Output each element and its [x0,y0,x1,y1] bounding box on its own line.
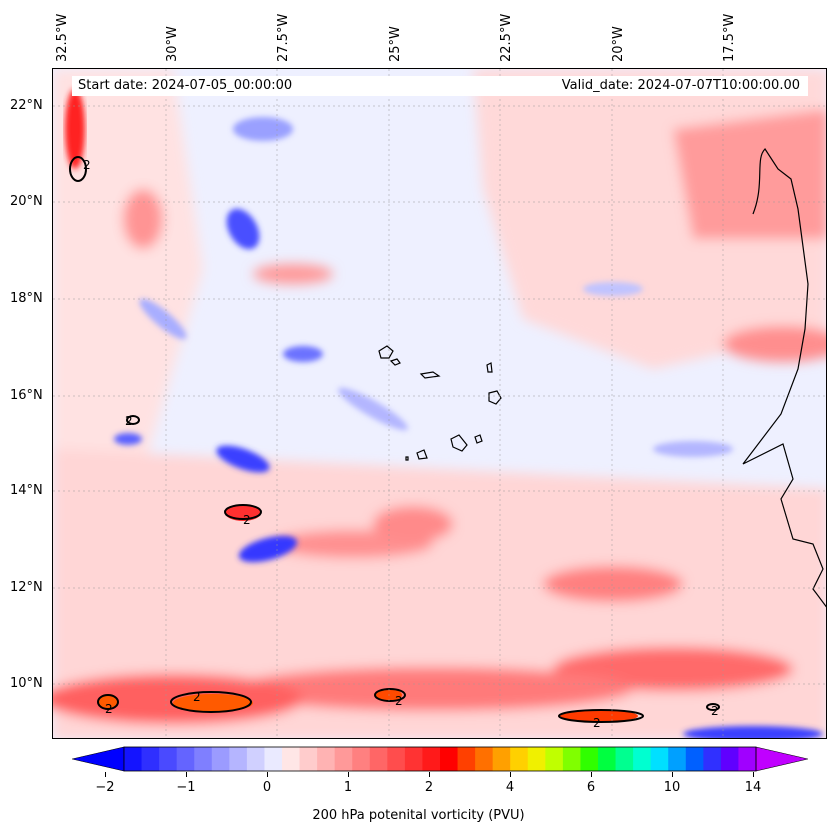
lat-label-10n: 10°N [10,676,43,691]
pv-field-cores [65,89,638,722]
cb-tick-label: −2 [95,780,115,795]
colorbar-segment [580,747,599,771]
colorbar-label: 200 hPa potenital vorticity (PVU) [312,808,525,823]
colorbar-segment [598,747,617,771]
start-date-text: Start date: 2024-07-05_00:00:00 [78,78,293,93]
colorbar-segment [387,747,406,771]
lat-label-16n: 16°N [10,388,43,403]
colorbar-segment [562,747,581,771]
colorbar-segment [545,747,564,771]
colorbar-segment [440,747,459,771]
lat-label-18n: 18°N [10,291,43,306]
lon-label-27-5w: 27.5°W [276,13,291,62]
colorbar-segment [176,747,195,771]
colorbar [71,746,809,772]
colorbar-segment [369,747,388,771]
colorbar-segment [633,747,652,771]
lat-label-22n: 22°N [10,98,43,113]
lon-label-17-5w: 17.5°W [722,13,737,62]
colorbar-segment [124,747,143,771]
lon-label-30w: 30°W [165,26,180,62]
pv-field-svg: 2 2 2 2 2 2 2 2 [53,69,826,738]
pv-field-blue [114,117,823,738]
valid-date-text: Valid_date: 2024-07-07T10:00:00.00 [561,78,800,93]
graticule [53,69,826,738]
cb-tick-label: 1 [343,780,353,795]
contour-label: 2 [395,694,403,708]
lon-label-22-5w: 22.5°W [499,13,514,62]
contour-label: 2 [193,690,201,704]
cb-tick-label: 14 [744,780,762,795]
contour-label: 2 [711,704,719,718]
cape-verde-islands [378,345,502,461]
colorbar-segment [720,747,739,771]
colorbar-segment [229,747,248,771]
cb-tickmark [591,772,592,777]
colorbar-segment [492,747,511,771]
colorbar-segment [475,747,494,771]
cb-tick-label: 2 [424,780,434,795]
cb-tickmark [510,772,511,777]
colorbar-segment [299,747,318,771]
lon-label-32-5w: 32.5°W [55,13,70,62]
contour-label: 2 [243,513,251,527]
lat-label-20n: 20°N [10,194,43,209]
cb-tickmark [105,772,106,777]
colorbar-segment [738,747,757,771]
cb-tickmark [186,772,187,777]
colorbar-under-arrow [71,746,125,772]
colorbar-segment [194,747,213,771]
colorbar-segment [510,747,529,771]
colorbar-segment [685,747,704,771]
cb-tickmark [429,772,430,777]
contour-label: 2 [593,716,601,730]
colorbar-segment [668,747,687,771]
colorbar-segment [422,747,441,771]
lon-label-20w: 20°W [611,26,626,62]
colorbar-segment [703,747,722,771]
colorbar-frame [123,746,757,772]
colorbar-over-arrow [755,746,809,772]
colorbar-svg [71,746,809,772]
africa-coastline [742,148,826,608]
colorbar-segment [334,747,353,771]
colorbar-segment [457,747,476,771]
cb-tick-label: 6 [586,780,596,795]
colorbar-segment [282,747,301,771]
lat-label-12n: 12°N [10,580,43,595]
colorbar-segment [159,747,178,771]
contour-label: 2 [83,158,91,172]
colorbar-segment [246,747,265,771]
colorbar-segment [264,747,283,771]
cb-tickmark [348,772,349,777]
info-box: Start date: 2024-07-05_00:00:00 Valid_da… [72,76,808,96]
colorbar-segment [404,747,423,771]
cb-tick-label: 0 [262,780,272,795]
contour-label: 2 [125,414,133,428]
cb-tick-label: 4 [505,780,515,795]
colorbar-segment [527,747,546,771]
pv-field-pink [53,69,826,738]
colorbar-segment [352,747,371,771]
colorbar-segment [317,747,336,771]
lat-label-14n: 14°N [10,483,43,498]
colorbar-segment [650,747,669,771]
cb-tickmark [672,772,673,777]
pv-map: 2 2 2 2 2 2 2 2 [52,68,827,739]
lon-label-25w: 25°W [388,26,403,62]
colorbar-segment [615,747,634,771]
contour-label: 2 [105,702,113,716]
pv-2-contours [69,156,720,723]
cb-tickmark [753,772,754,777]
cb-tick-label: −1 [176,780,196,795]
colorbar-segment [141,747,160,771]
cb-tickmark [267,772,268,777]
colorbar-segment [211,747,230,771]
cb-tick-label: 10 [663,780,681,795]
